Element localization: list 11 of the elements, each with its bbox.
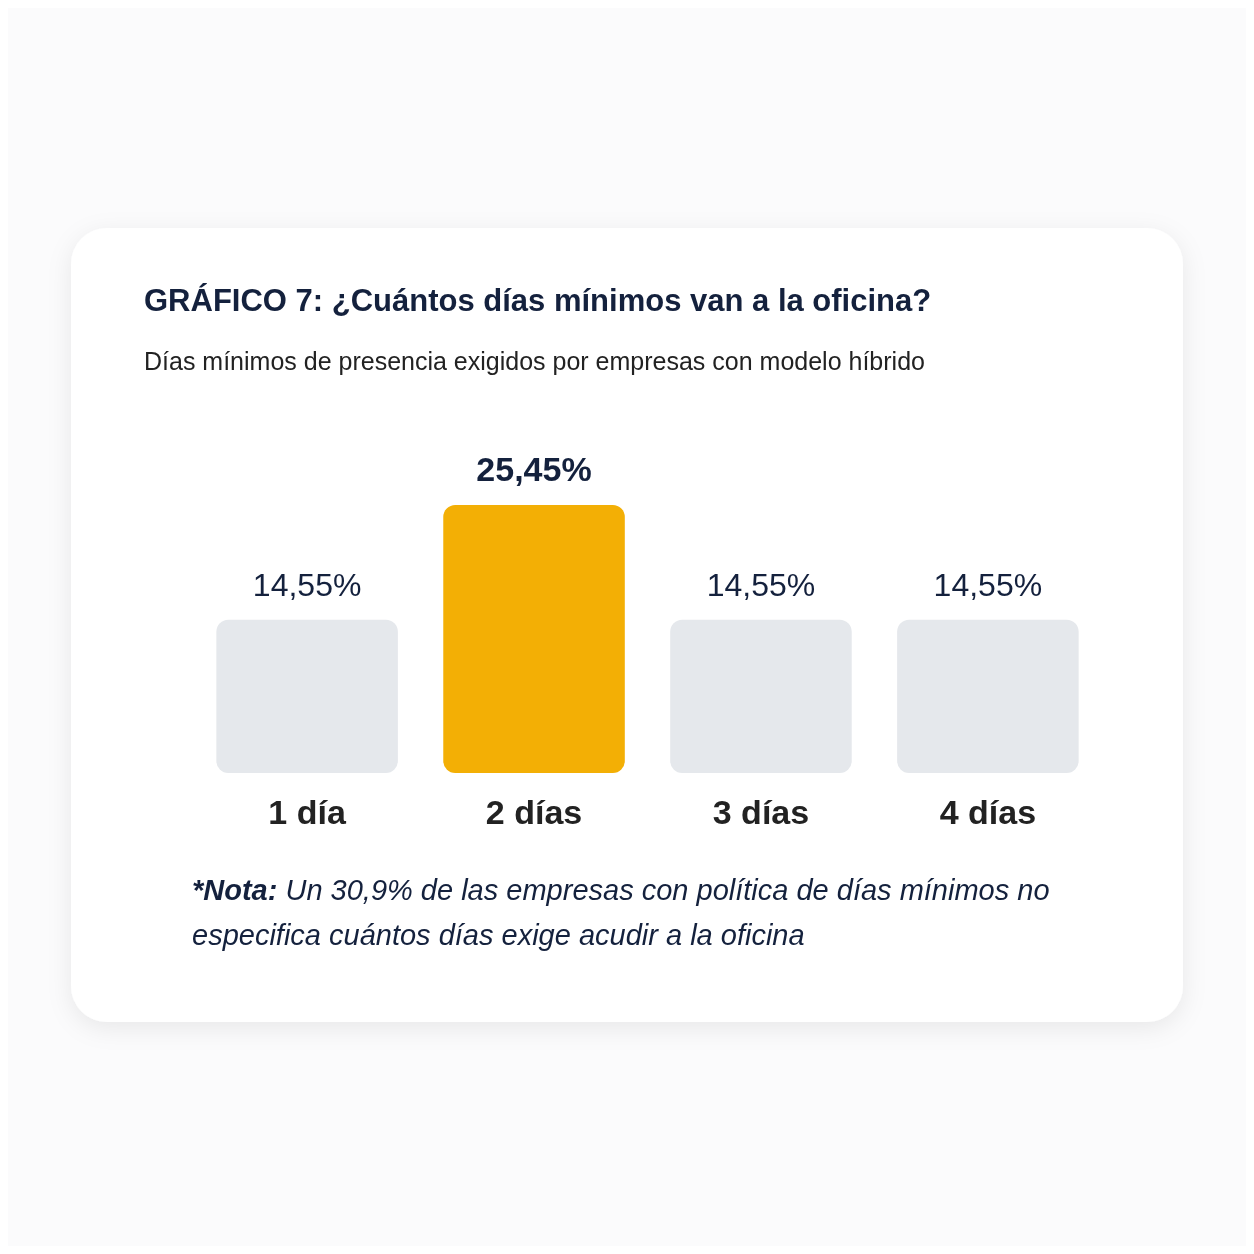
x-tick-label: 3 días (712, 793, 810, 831)
data-label: 14,55% (252, 566, 362, 603)
chart-subtitle: Días mínimos de presencia exigidos por empresas con modelo híbrido (144, 347, 925, 375)
x-tick-label: 1 día (268, 793, 347, 831)
text: *Nota: Un 30,9% de las empresas con política de días mínimos no especifica cuántos días exige acudir a la oficina (192, 874, 1050, 951)
x-tick-label: 2 días (485, 793, 583, 831)
data-label: 25,45% (476, 450, 592, 488)
data-label: 14,55% (933, 566, 1043, 603)
x-tick-label: 4 días (939, 793, 1037, 831)
chart-title: GRÁFICO 7: ¿Cuántos días mínimos van a la oficina? (144, 283, 932, 318)
data-label: 14,55% (706, 566, 816, 603)
